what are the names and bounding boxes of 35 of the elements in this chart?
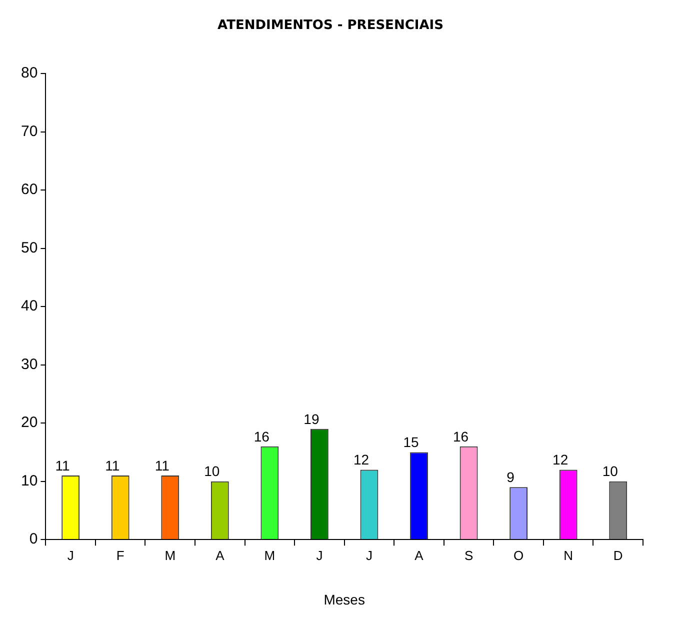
x-tick-label: A (414, 548, 424, 563)
y-tick-label: 70 (20, 122, 38, 140)
data-label: 16 (254, 428, 270, 444)
y-tick-label: 40 (20, 298, 38, 315)
data-label: 12 (552, 452, 568, 468)
x-tick-label: S (464, 548, 474, 563)
y-tick-label: 10 (20, 472, 38, 490)
x-tick-label: M (264, 548, 276, 563)
y-tick-label: 0 (29, 530, 38, 548)
x-tick-label: F (116, 548, 124, 563)
x-tick-label: O (513, 548, 524, 563)
y-tick-label: 60 (20, 181, 38, 198)
data-label: 10 (204, 463, 220, 480)
data-label: 19 (304, 410, 320, 427)
data-label: 16 (452, 428, 469, 444)
y-tick-label: 80 (20, 64, 38, 82)
x-tick-label: N (564, 548, 574, 563)
x-tick-label: D (613, 548, 623, 563)
x-tick-label: J (316, 548, 323, 563)
data-label: 12 (353, 452, 370, 468)
y-tick-label: 50 (20, 239, 38, 256)
data-label: 15 (403, 434, 420, 450)
data-label: 9 (506, 469, 515, 486)
data-label: 10 (602, 463, 618, 480)
x-tick-label: J (67, 548, 74, 563)
y-tick-label: 30 (20, 356, 38, 373)
data-label: 11 (105, 457, 120, 474)
x-tick-label: M (164, 548, 176, 563)
data-label: 11 (154, 457, 170, 474)
x-axis-title: Meses (324, 591, 365, 608)
chart-title: ATENDIMENTOS - PRESENCIAIS (218, 18, 444, 34)
y-tick-label: 20 (20, 414, 38, 432)
data-label: 11 (55, 457, 70, 474)
x-tick-label: J (366, 548, 372, 563)
x-tick-label: A (216, 548, 225, 563)
